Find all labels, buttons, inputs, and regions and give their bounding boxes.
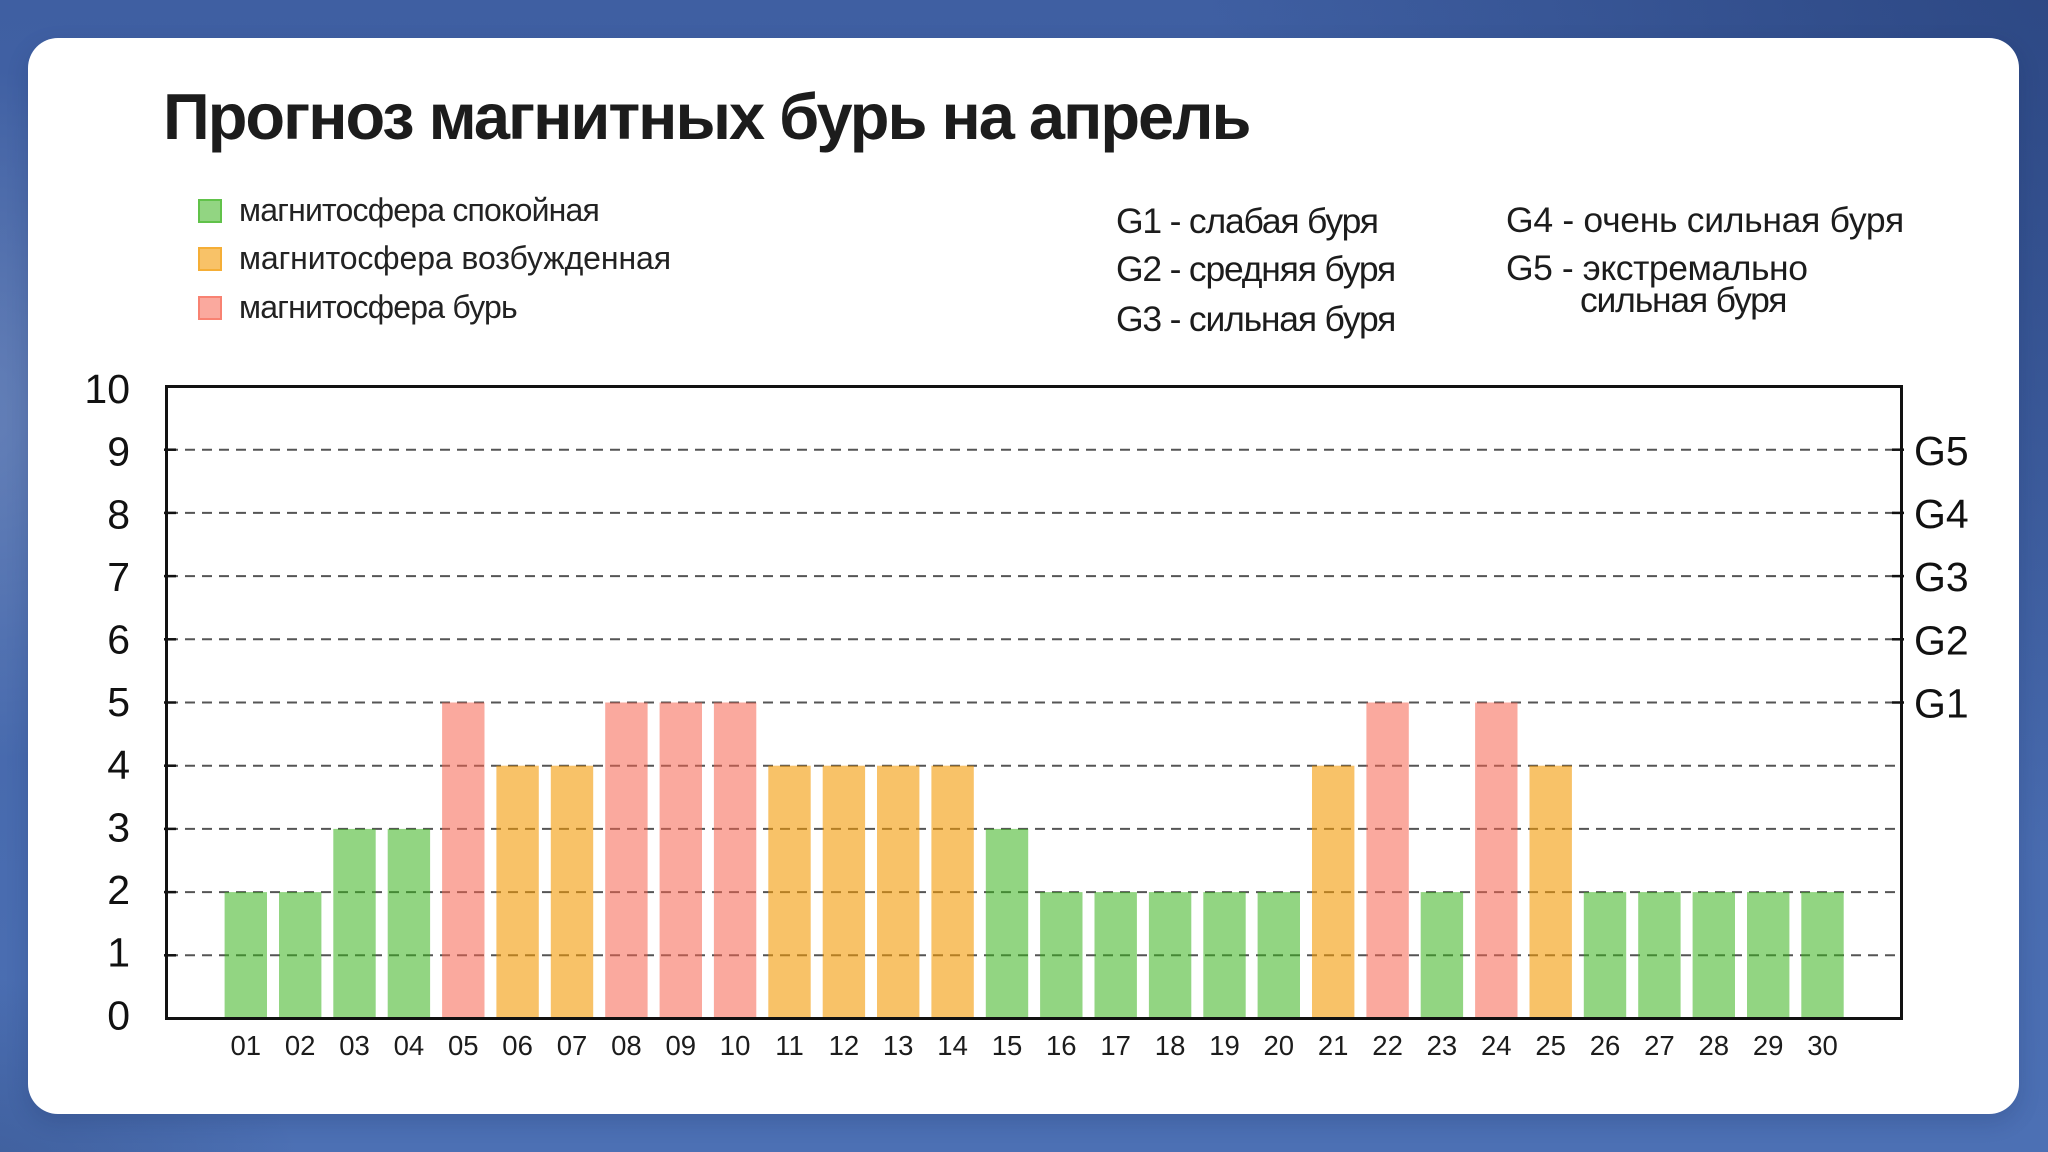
svg-text:23: 23 xyxy=(1427,1030,1458,1061)
svg-text:G5: G5 xyxy=(1914,428,1969,474)
svg-text:10: 10 xyxy=(84,366,130,412)
svg-text:15: 15 xyxy=(992,1030,1023,1061)
svg-text:08: 08 xyxy=(611,1030,642,1061)
svg-text:27: 27 xyxy=(1644,1030,1675,1061)
svg-text:10: 10 xyxy=(720,1030,751,1061)
svg-text:30: 30 xyxy=(1807,1030,1838,1061)
svg-text:12: 12 xyxy=(829,1030,860,1061)
svg-text:02: 02 xyxy=(285,1030,316,1061)
svg-text:3: 3 xyxy=(107,804,130,850)
svg-text:07: 07 xyxy=(557,1030,588,1061)
svg-text:25: 25 xyxy=(1535,1030,1566,1061)
svg-text:2: 2 xyxy=(107,867,130,913)
svg-text:9: 9 xyxy=(107,429,130,475)
svg-text:16: 16 xyxy=(1046,1030,1077,1061)
svg-text:G3: G3 xyxy=(1914,554,1969,600)
svg-text:14: 14 xyxy=(937,1030,968,1061)
svg-text:19: 19 xyxy=(1209,1030,1240,1061)
svg-text:G2: G2 xyxy=(1914,617,1969,663)
svg-text:6: 6 xyxy=(107,617,130,663)
svg-text:G4: G4 xyxy=(1914,491,1969,537)
svg-text:01: 01 xyxy=(231,1030,262,1061)
svg-text:05: 05 xyxy=(448,1030,479,1061)
svg-text:03: 03 xyxy=(339,1030,370,1061)
svg-text:11: 11 xyxy=(775,1030,804,1061)
svg-text:28: 28 xyxy=(1699,1030,1730,1061)
svg-text:1: 1 xyxy=(107,930,130,976)
svg-text:06: 06 xyxy=(502,1030,533,1061)
svg-text:09: 09 xyxy=(666,1030,697,1061)
svg-text:22: 22 xyxy=(1372,1030,1403,1061)
svg-text:G1: G1 xyxy=(1914,681,1969,727)
svg-text:8: 8 xyxy=(107,491,130,537)
svg-text:0: 0 xyxy=(107,992,130,1038)
svg-text:7: 7 xyxy=(107,554,130,600)
svg-text:17: 17 xyxy=(1100,1030,1131,1061)
svg-text:04: 04 xyxy=(394,1030,425,1061)
svg-text:21: 21 xyxy=(1318,1030,1349,1061)
svg-text:4: 4 xyxy=(107,742,130,788)
svg-text:29: 29 xyxy=(1753,1030,1784,1061)
svg-text:26: 26 xyxy=(1590,1030,1621,1061)
svg-text:18: 18 xyxy=(1155,1030,1186,1061)
svg-text:13: 13 xyxy=(883,1030,914,1061)
svg-text:20: 20 xyxy=(1264,1030,1295,1061)
svg-text:5: 5 xyxy=(107,679,130,725)
svg-text:24: 24 xyxy=(1481,1030,1512,1061)
